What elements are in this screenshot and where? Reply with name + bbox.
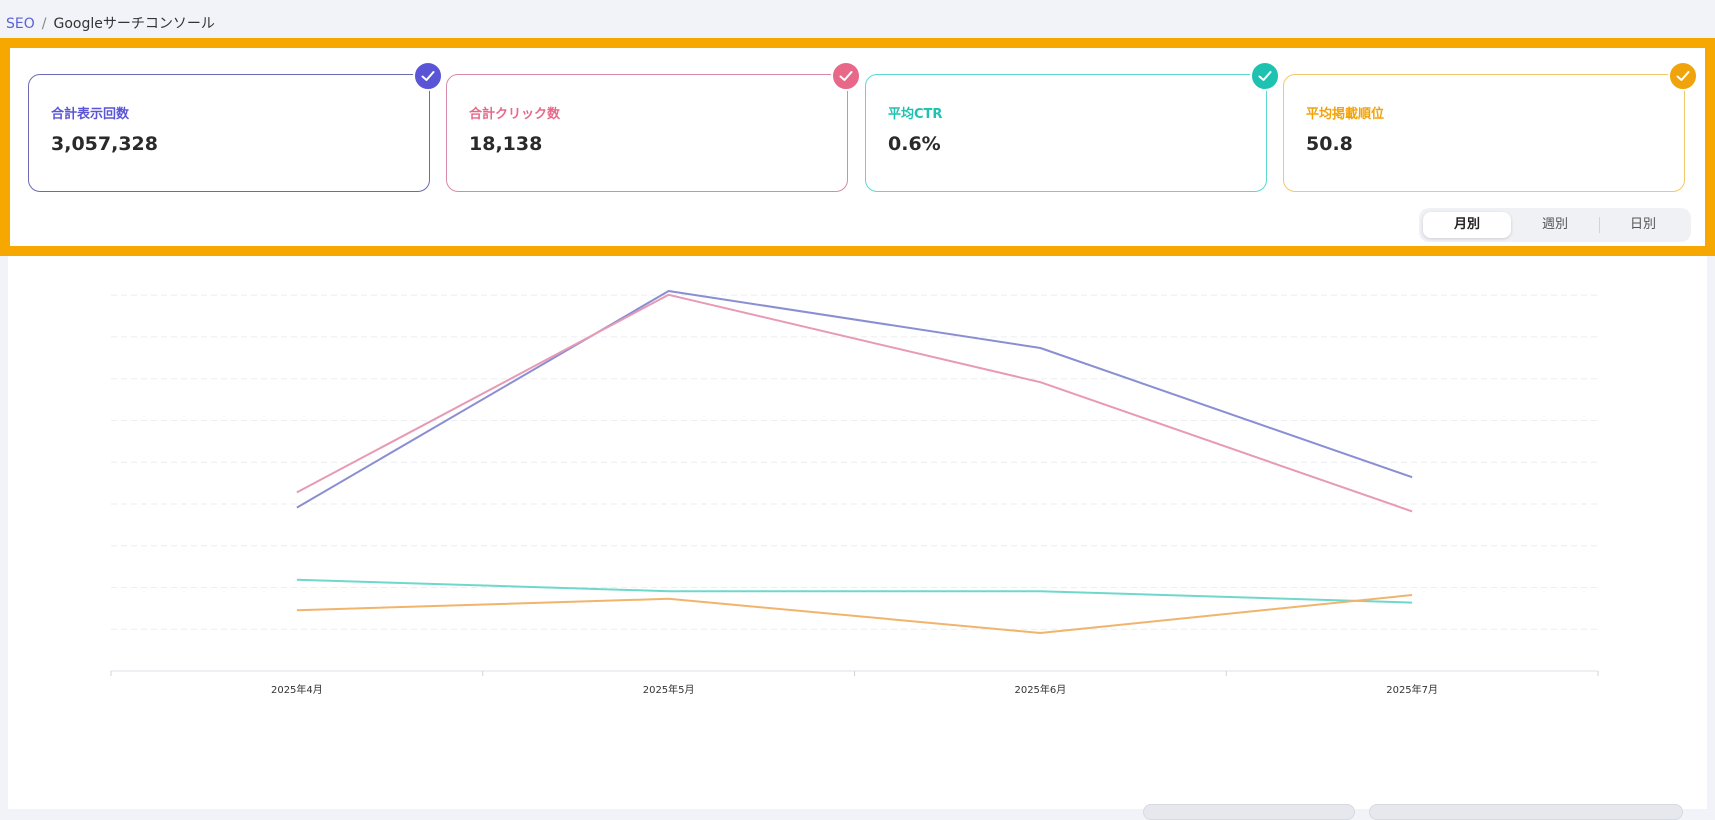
- metric-card-position[interactable]: 平均掲載順位 50.8: [1283, 61, 1698, 192]
- metric-card-impressions[interactable]: 合計表示回数 3,057,328: [28, 61, 443, 192]
- check-icon[interactable]: [831, 61, 861, 91]
- period-toggle: 月別 週別 日別: [1419, 208, 1691, 242]
- metric-value: 18,138: [469, 133, 543, 155]
- metric-value: 50.8: [1306, 133, 1353, 155]
- metric-card-ctr[interactable]: 平均CTR 0.6%: [865, 61, 1280, 192]
- series-line-ctr: [296, 578, 1413, 604]
- period-daily-button[interactable]: 日別: [1599, 212, 1687, 238]
- metric-label: 平均CTR: [888, 107, 943, 122]
- breadcrumb-current: Googleサーチコンソール: [53, 16, 215, 32]
- period-monthly-button[interactable]: 月別: [1423, 212, 1511, 238]
- series-line-impressions: [296, 290, 1413, 509]
- x-tick-label: 2025年7月: [1386, 683, 1438, 696]
- check-icon[interactable]: [1250, 61, 1280, 91]
- trend-chart: 2025年4月 2025年5月 2025年6月 2025年7月: [8, 256, 1707, 809]
- check-icon[interactable]: [413, 61, 443, 91]
- breadcrumb: SEO / Googleサーチコンソール: [6, 13, 215, 33]
- check-icon[interactable]: [1668, 61, 1698, 91]
- x-tick-label: 2025年4月: [271, 683, 323, 696]
- series-line-clicks: [296, 293, 1413, 513]
- metrics-panel: 合計表示回数 3,057,328 合計クリック数 18,138 平均CTR 0.…: [0, 38, 1715, 256]
- x-tick-label: 2025年5月: [643, 683, 695, 696]
- breadcrumb-seo-link[interactable]: SEO: [6, 16, 35, 32]
- metric-value: 3,057,328: [51, 133, 158, 155]
- breadcrumb-separator: /: [41, 16, 47, 32]
- metric-label: 合計クリック数: [469, 107, 561, 122]
- metric-label: 平均掲載順位: [1306, 107, 1385, 122]
- metric-value: 0.6%: [888, 133, 941, 155]
- x-tick-label: 2025年6月: [1014, 683, 1066, 696]
- period-weekly-button[interactable]: 週別: [1541, 217, 1568, 232]
- bottom-control-right[interactable]: [1369, 804, 1683, 820]
- series-line-position: [296, 594, 1413, 634]
- trend-chart-svg: 2025年4月 2025年5月 2025年6月 2025年7月: [110, 290, 1599, 696]
- metric-label: 合計表示回数: [51, 107, 130, 122]
- bottom-control-left[interactable]: [1143, 804, 1355, 820]
- metric-card-clicks[interactable]: 合計クリック数 18,138: [446, 61, 861, 192]
